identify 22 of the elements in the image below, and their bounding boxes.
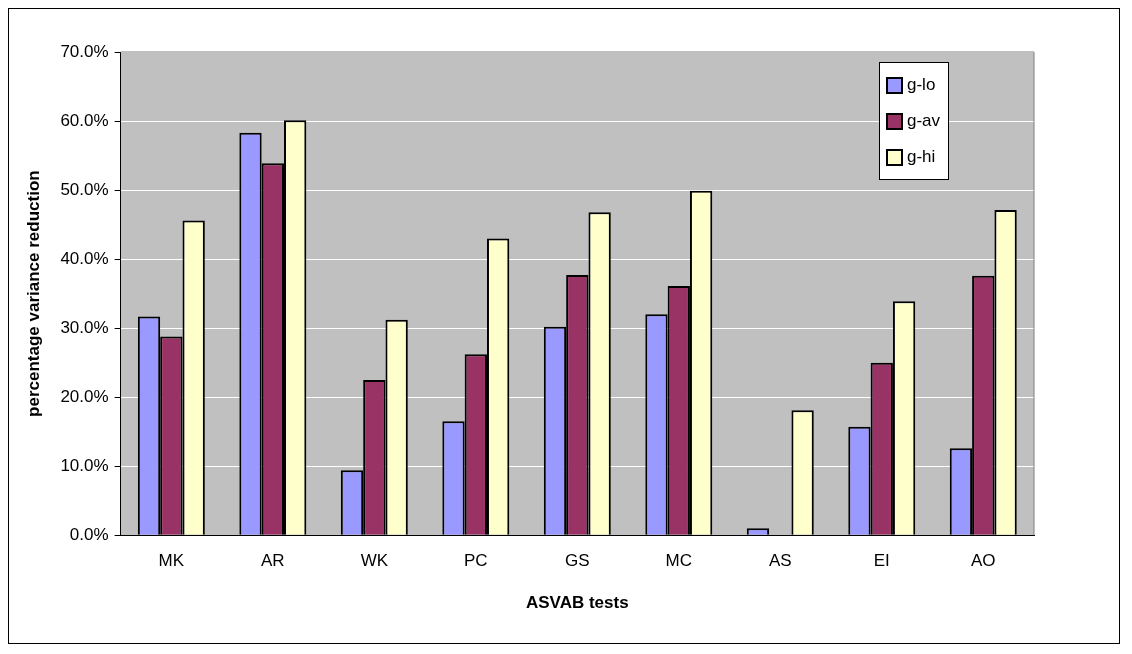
x-tick-label: MC xyxy=(665,551,693,571)
y-tick-label: 40.0% xyxy=(60,248,109,268)
y-tick-label: 0.0% xyxy=(69,524,109,544)
y-axis-title: percentage variance reduction xyxy=(23,170,43,417)
legend-label: g-lo xyxy=(907,74,936,96)
y-tick-label: 70.0% xyxy=(60,41,109,61)
x-tick-label: AS xyxy=(768,551,792,571)
x-tick-label: AO xyxy=(970,551,996,571)
y-tick-label: 30.0% xyxy=(60,317,109,337)
x-axis-title: ASVAB tests xyxy=(525,593,629,613)
x-tick-label: PC xyxy=(464,551,488,571)
y-tick-label: 50.0% xyxy=(60,179,109,199)
x-tick-label: GS xyxy=(565,551,590,571)
x-tick-label: AR xyxy=(261,551,285,571)
legend-label: g-hi xyxy=(907,146,936,168)
x-tick-label: EI xyxy=(873,551,890,571)
y-tick-label: 10.0% xyxy=(60,455,109,475)
y-tick-label: 20.0% xyxy=(60,386,109,406)
legend-label: g-av xyxy=(907,110,941,132)
x-tick-label: WK xyxy=(360,551,389,571)
y-tick-label: 60.0% xyxy=(60,110,109,130)
x-tick-label: MK xyxy=(158,551,185,571)
